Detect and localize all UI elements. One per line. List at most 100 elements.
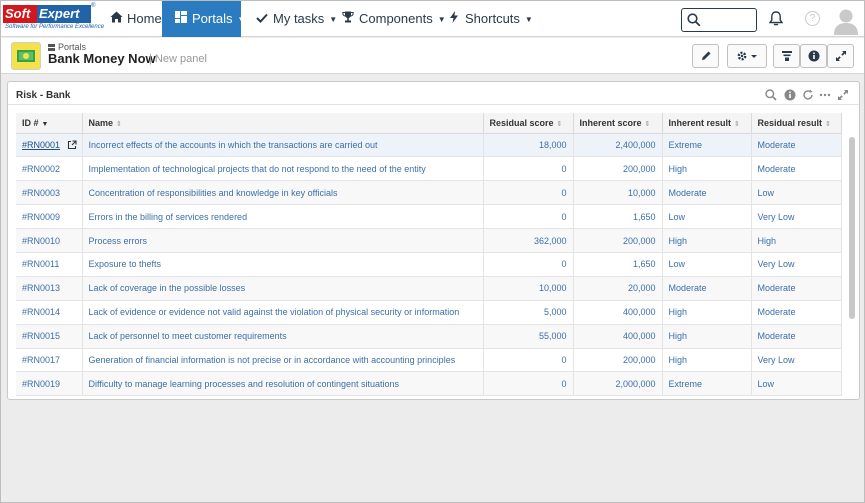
widget-divider	[8, 104, 859, 105]
nav-home[interactable]: Home	[109, 1, 162, 37]
risk-table: ID # ▼ Name ⇕ Residual score ⇕ Inherent sco…	[16, 113, 842, 397]
residual-result: Low	[751, 180, 842, 206]
avatar[interactable]	[833, 7, 859, 35]
nav-my-tasks[interactable]: My tasks ▼	[255, 1, 337, 37]
column-header-id[interactable]: ID # ▼	[16, 113, 83, 134]
panel-name: | New panel	[149, 53, 207, 65]
nav-components[interactable]: Components ▼	[341, 1, 446, 37]
edit-button[interactable]	[692, 44, 719, 68]
inherent-score: 200,000	[573, 348, 663, 373]
inherent-score: 200,000	[573, 228, 663, 253]
risk-id-link[interactable]: #RN0001	[16, 133, 83, 158]
notifications-bell-icon[interactable]	[768, 11, 784, 29]
table-header-row: ID # ▼ Name ⇕ Residual score ⇕ Inherent sco…	[16, 113, 842, 134]
residual-result: Very Low	[751, 204, 842, 230]
chevron-down-icon: ▼	[329, 15, 338, 24]
search-icon[interactable]	[765, 89, 777, 101]
maximize-icon[interactable]	[837, 89, 849, 101]
table-row[interactable]: #RN0009 Errors in the billing of service…	[16, 204, 842, 230]
table-row[interactable]: #RN0013 Lack of coverage in the possible…	[16, 276, 842, 301]
breadcrumb[interactable]: Portals	[48, 42, 86, 52]
inherent-score: 2,400,000	[573, 133, 663, 158]
nav-shortcuts-label: Shortcuts	[465, 11, 520, 26]
page-title: Bank Money Now	[48, 51, 156, 66]
sort-icon: ⇕	[734, 120, 740, 128]
logo-soft-text: Soft	[3, 5, 37, 23]
risk-id[interactable]: #RN0003	[16, 180, 83, 206]
column-header-name[interactable]: Name ⇕	[82, 113, 484, 134]
column-header-residual-result[interactable]: Residual result ⇕	[751, 113, 842, 134]
nav-portals[interactable]: Portals ▼	[162, 1, 245, 37]
help-icon[interactable]: ?	[805, 11, 820, 26]
risk-id[interactable]: #RN0014	[16, 300, 83, 325]
info-icon[interactable]	[784, 89, 796, 101]
residual-score: 18,000	[483, 133, 574, 158]
risk-name[interactable]: Lack of coverage in the possible losses	[82, 276, 484, 301]
expand-icon	[835, 51, 846, 61]
nav-my-tasks-label: My tasks	[273, 11, 325, 26]
more-icon[interactable]	[819, 89, 831, 101]
risk-name[interactable]: Difficulty to manage learning processes …	[82, 371, 484, 397]
widget-title: Risk - Bank	[16, 90, 71, 101]
table-row[interactable]: #RN0003 Concentration of responsibilitie…	[16, 180, 842, 206]
risk-id[interactable]: #RN0011	[16, 252, 83, 277]
external-link-icon[interactable]	[67, 139, 77, 150]
filter-button[interactable]	[773, 44, 800, 68]
vertical-scrollbar[interactable]	[849, 137, 855, 319]
inherent-score: 400,000	[573, 300, 663, 325]
risk-id[interactable]: #RN0019	[16, 371, 83, 397]
risk-name[interactable]: Errors in the billing of services render…	[82, 204, 484, 230]
risk-name[interactable]: Lack of evidence or evidence not valid a…	[82, 300, 484, 325]
residual-result: Moderate	[751, 133, 842, 158]
risk-id[interactable]: #RN0013	[16, 276, 83, 301]
risk-id[interactable]: #RN0002	[16, 156, 83, 182]
expand-button[interactable]	[827, 44, 854, 68]
column-header-residual-score[interactable]: Residual score ⇕	[483, 113, 574, 134]
risk-id[interactable]: #RN0009	[16, 204, 83, 230]
inherent-result: Extreme	[662, 133, 752, 158]
risk-name[interactable]: Generation of financial information is n…	[82, 348, 484, 373]
risk-name[interactable]: Implementation of technological projects…	[82, 156, 484, 182]
inherent-score: 400,000	[573, 324, 663, 349]
inherent-score: 10,000	[573, 180, 663, 206]
inherent-score: 1,650	[573, 204, 663, 230]
column-header-inherent-score[interactable]: Inherent score ⇕	[573, 113, 663, 134]
risk-id[interactable]: #RN0015	[16, 324, 83, 349]
residual-score: 362,000	[483, 228, 574, 253]
table-row[interactable]: #RN0001 Incorrect effects of the account…	[16, 133, 842, 158]
risk-name[interactable]: Process errors	[82, 228, 484, 253]
inherent-result: High	[662, 228, 752, 253]
residual-score: 10,000	[483, 276, 574, 301]
table-row[interactable]: #RN0010 Process errors 362,000 200,000 H…	[16, 228, 842, 253]
risk-name[interactable]: Exposure to thefts	[82, 252, 484, 277]
bolt-icon	[447, 1, 461, 37]
risk-id[interactable]: #RN0017	[16, 348, 83, 373]
risk-id[interactable]: #RN0010	[16, 228, 83, 253]
info-icon	[808, 50, 819, 62]
table-row[interactable]: #RN0017 Generation of financial informat…	[16, 348, 842, 373]
breadcrumb-portals: Portals	[58, 42, 87, 52]
risk-name[interactable]: Lack of personnel to meet customer requi…	[82, 324, 484, 349]
table-row[interactable]: #RN0019 Difficulty to manage learning pr…	[16, 371, 842, 397]
residual-score: 0	[483, 204, 574, 230]
chevron-down-icon: ▼	[437, 15, 446, 24]
risk-widget: Risk - Bank ID # ▼ Name ⇕ Residual score ⇕ …	[7, 81, 860, 400]
softexpert-logo[interactable]: Soft Expert ® Software for Performance E…	[3, 3, 104, 33]
table-row[interactable]: #RN0002 Implementation of technological …	[16, 156, 842, 182]
nav-shortcuts[interactable]: Shortcuts ▼	[447, 1, 533, 37]
refresh-icon[interactable]	[802, 89, 814, 101]
column-header-inherent-result[interactable]: Inherent result ⇕	[662, 113, 752, 134]
inherent-result: Low	[662, 204, 752, 230]
table-row[interactable]: #RN0014 Lack of evidence or evidence not…	[16, 300, 842, 325]
table-row[interactable]: #RN0011 Exposure to thefts 0 1,650 Low V…	[16, 252, 842, 277]
risk-id: #RN0001	[22, 139, 61, 150]
risk-name[interactable]: Incorrect effects of the accounts in whi…	[82, 133, 484, 158]
settings-button[interactable]	[727, 44, 767, 68]
inherent-result: Low	[662, 252, 752, 277]
search-input[interactable]	[681, 8, 757, 32]
residual-result: High	[751, 228, 842, 253]
risk-name[interactable]: Concentration of responsibilities and kn…	[82, 180, 484, 206]
residual-result: Low	[751, 371, 842, 397]
info-button[interactable]	[800, 44, 827, 68]
table-row[interactable]: #RN0015 Lack of personnel to meet custom…	[16, 324, 842, 349]
